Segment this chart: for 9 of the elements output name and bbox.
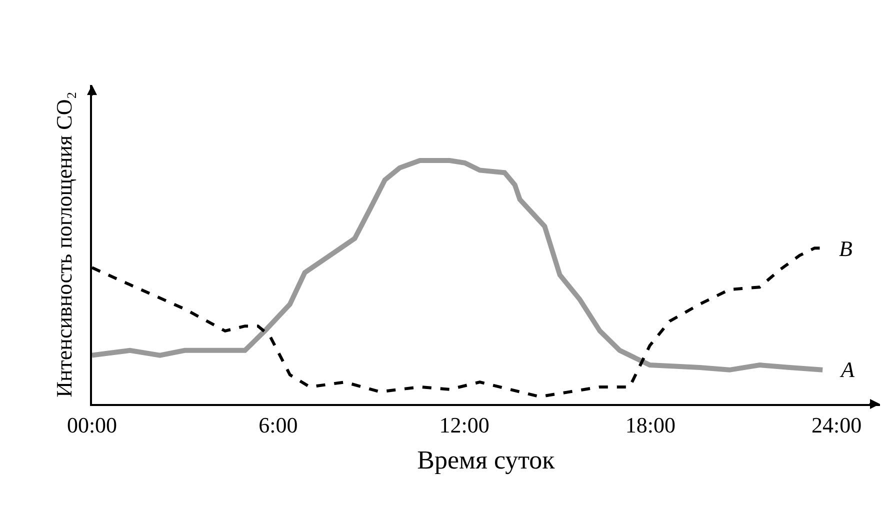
x-tick-label: 6:00 bbox=[258, 412, 298, 438]
x-tick-label: 00:00 bbox=[66, 412, 118, 438]
x-tick-label: 18:00 bbox=[625, 412, 676, 438]
x-axis-title: Время суток bbox=[417, 446, 556, 475]
series-label: B bbox=[839, 236, 852, 261]
x-tick-label: 24:00 bbox=[812, 412, 862, 438]
y-axis-title: Интенсивность поглощения CO₂ bbox=[51, 92, 76, 398]
x-tick-label: 12:00 bbox=[439, 412, 490, 438]
series-label: A bbox=[839, 357, 855, 382]
